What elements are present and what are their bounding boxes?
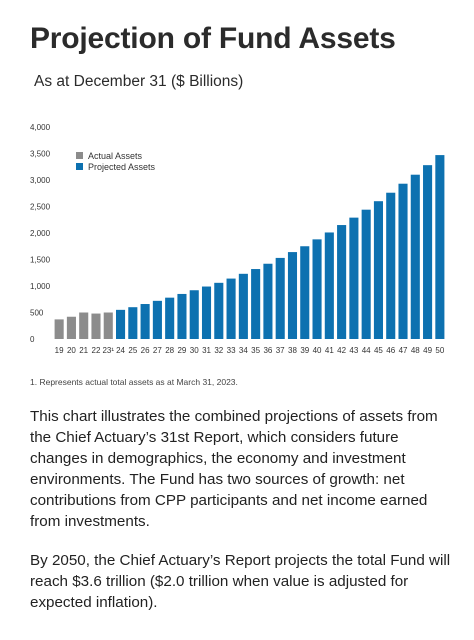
page-subtitle: As at December 31 ($ Billions): [34, 73, 244, 90]
projected-assets-bar: [300, 246, 310, 339]
x-tick-label: 27: [153, 346, 162, 355]
y-tick-label: 1,000: [30, 282, 51, 291]
projected-assets-bar: [238, 273, 248, 339]
y-tick-label: 500: [30, 309, 44, 318]
x-tick-label: 31: [202, 346, 211, 355]
x-tick-label: 25: [128, 346, 137, 355]
projected-assets-bar: [275, 257, 285, 339]
y-axis: 0 500 1,000 1,500 2,000 2,500 3,000 3,500 4,000: [30, 123, 51, 344]
x-tick-label: 42: [337, 346, 346, 355]
projected-assets-bar: [349, 217, 359, 339]
y-tick-label: 2,000: [30, 229, 51, 238]
x-tick-label: 37: [276, 346, 285, 355]
x-tick-label: 38: [288, 346, 297, 355]
x-tick-label: 22: [92, 346, 101, 355]
fund-assets-bar-chart: 05001,0001,5002,0002,5003,0003,5004,000 …: [30, 123, 445, 355]
x-tick-label: 45: [374, 346, 383, 355]
legend-label: Projected Assets: [88, 162, 156, 172]
y-tick-label: 2,500: [30, 203, 51, 212]
y-tick-label: 1,500: [30, 256, 51, 265]
chart-footnote: 1. Represents actual total assets as at …: [30, 377, 238, 387]
projected-assets-bar: [263, 263, 273, 339]
x-tick-label: 48: [411, 346, 420, 355]
projected-assets-bar: [410, 174, 420, 339]
description-paragraph: This chart illustrates the combined proj…: [30, 408, 438, 530]
x-tick-label: 33: [227, 346, 236, 355]
x-tick-label: 39: [300, 346, 309, 355]
projection-paragraph: By 2050, the Chief Actuary’s Report proj…: [30, 552, 451, 611]
projected-assets-bar: [116, 309, 126, 339]
actual-assets-bar: [91, 313, 101, 339]
legend-swatch: [76, 152, 83, 159]
actual-assets-bar: [54, 319, 64, 339]
projected-assets-bar: [373, 201, 383, 339]
y-tick-label: 4,000: [30, 123, 51, 132]
projected-assets-bar: [361, 209, 371, 339]
x-tick-label: 47: [399, 346, 408, 355]
projected-assets-bar: [386, 192, 396, 339]
x-tick-label: 40: [313, 346, 322, 355]
projected-assets-bar: [398, 183, 408, 339]
x-tick-label: 41: [325, 346, 334, 355]
x-tick-label: 20: [67, 346, 76, 355]
projected-assets-bar: [201, 286, 212, 339]
x-axis: 19 20 21 22 23¹ 24 25 26 27 28 29 30 31 32 33 34 35 36 37 3…: [55, 346, 445, 355]
x-tick-label: 35: [251, 346, 260, 355]
projected-assets-bar: [312, 239, 322, 339]
y-tick-label: 3,500: [30, 150, 51, 159]
projected-assets-bar: [435, 155, 445, 339]
x-tick-label: 19: [55, 346, 64, 355]
x-tick-label: 30: [190, 346, 199, 355]
x-tick-label: 23¹: [102, 346, 114, 355]
actual-assets-bar: [79, 312, 89, 339]
actual-assets-bar: [103, 312, 113, 339]
x-tick-label: 29: [177, 346, 186, 355]
x-tick-label: 34: [239, 346, 248, 355]
bars: [54, 155, 445, 339]
projected-assets-bar: [128, 307, 138, 339]
x-tick-label: 46: [386, 346, 395, 355]
y-tick-label: 3,000: [30, 176, 51, 185]
page-title: Projection of Fund Assets: [30, 22, 396, 55]
y-tick-label: 0: [30, 335, 35, 344]
projected-assets-bar: [214, 282, 224, 339]
x-tick-label: 21: [79, 346, 88, 355]
x-tick-label: 28: [165, 346, 174, 355]
x-tick-label: 49: [423, 346, 432, 355]
projected-assets-bar: [287, 252, 298, 339]
x-tick-label: 36: [263, 346, 272, 355]
projected-assets-bar: [324, 232, 334, 339]
projected-assets-bar: [177, 293, 187, 339]
projected-assets-bar: [337, 225, 347, 339]
legend-label: Actual Assets: [88, 151, 143, 161]
x-tick-label: 26: [141, 346, 150, 355]
x-tick-label: 50: [435, 346, 444, 355]
projected-assets-bar: [152, 300, 162, 339]
projected-assets-bar: [423, 165, 433, 339]
legend-swatch: [76, 163, 83, 170]
projected-assets-bar: [189, 290, 199, 339]
projected-assets-bar: [251, 269, 261, 339]
actual-assets-bar: [66, 316, 76, 339]
projected-assets-bar: [165, 297, 175, 339]
x-tick-label: 32: [214, 346, 223, 355]
x-tick-label: 44: [362, 346, 371, 355]
projected-assets-bar: [140, 304, 150, 339]
x-tick-label: 24: [116, 346, 125, 355]
x-tick-label: 43: [349, 346, 358, 355]
projected-assets-bar: [226, 278, 236, 339]
